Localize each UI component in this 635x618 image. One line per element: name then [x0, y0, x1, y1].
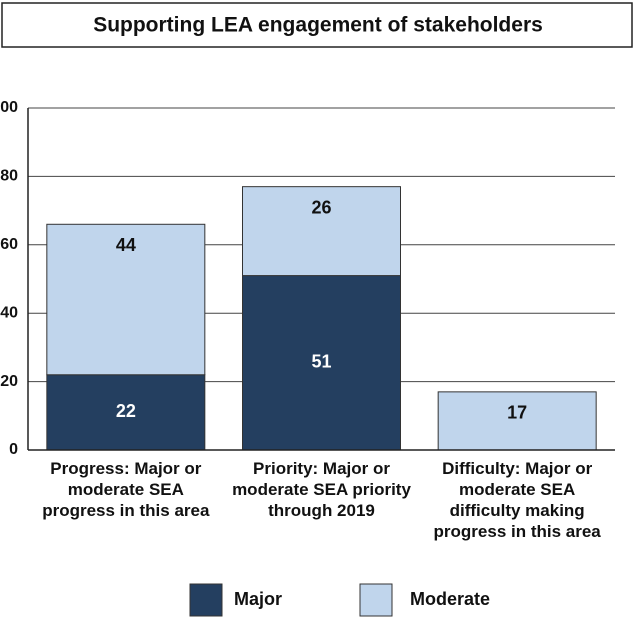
legend-label: Major — [234, 589, 282, 609]
legend-swatch — [189, 583, 223, 617]
bar-segment — [437, 391, 597, 451]
y-tick-label: 80 — [0, 168, 18, 185]
x-tick-label: Difficulty: Major or moderate SEA diffic… — [433, 459, 601, 541]
value-label: 22 — [116, 401, 136, 421]
y-tick-label: 60 — [0, 236, 18, 253]
title-box — [1, 2, 633, 48]
value-label: 17 — [507, 403, 527, 423]
chart-title: Supporting LEA engagement of stakeholder… — [93, 14, 543, 37]
bar-segment — [242, 186, 401, 277]
bar-segment — [46, 374, 206, 451]
legend-swatch — [359, 583, 393, 617]
y-tick-label: 0 — [9, 441, 18, 458]
y-tick-label: 20 — [0, 373, 18, 390]
bar-segment — [46, 223, 206, 376]
x-tick-label: Priority: Major or moderate SEA priority… — [232, 459, 411, 520]
y-tick-label: 100 — [0, 99, 18, 116]
y-tick-label: 40 — [0, 304, 18, 321]
legend-label: Moderate — [410, 589, 490, 609]
value-label: 44 — [116, 235, 136, 255]
value-label: 26 — [311, 197, 331, 217]
value-label: 51 — [311, 352, 331, 372]
x-tick-label: Progress: Major or moderate SEA progress… — [42, 459, 210, 520]
